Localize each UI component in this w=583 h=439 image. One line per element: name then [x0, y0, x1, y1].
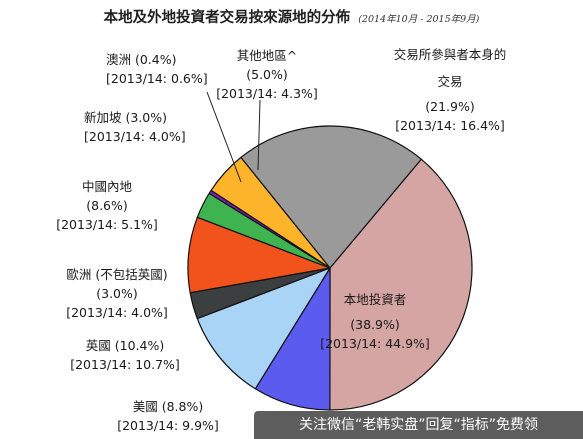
label-line: [2013/14: 5.1%]: [56, 217, 158, 232]
label-line: (38.9%): [350, 317, 400, 332]
label-australia: 澳洲 (0.4%) [2013/14: 0.6%]: [106, 50, 208, 88]
label-participants: 交易所參與者本身的 交易 (21.9%) [2013/14: 16.4%]: [370, 45, 530, 135]
label-line: [2013/14: 4.0%]: [84, 129, 186, 144]
pie-slice-uk: [196, 267, 331, 390]
label-line: [2013/14: 4.0%]: [66, 305, 168, 320]
label-line: (8.6%): [86, 198, 128, 213]
label-line: 美國 (8.8%): [132, 399, 204, 414]
watermark-banner: 关注微信“老韩实盘”回复“指标”免费领: [254, 411, 583, 439]
label-line: 交易所參與者本身的: [393, 47, 507, 62]
chart-subtitle: (2014年10月 - 2015年9月): [358, 14, 480, 25]
label-line: [2013/14: 10.7%]: [70, 357, 180, 372]
label-europe: 歐洲 (不包括英國) (3.0%) [2013/14: 4.0%]: [47, 265, 187, 322]
label-line: [2013/14: 9.9%]: [117, 418, 219, 433]
chart-header: 本地及外地投資者交易按來源地的分佈 (2014年10月 - 2015年9月): [0, 6, 583, 27]
label-line: [2013/14: 0.6%]: [106, 71, 208, 86]
label-mainland-china: 中國內地 (8.6%) [2013/14: 5.1%]: [42, 177, 172, 234]
label-line: 新加坡 (3.0%): [84, 110, 167, 125]
pie-slice-local-investors: [329, 158, 473, 411]
label-line: [2013/14: 4.3%]: [216, 86, 318, 101]
label-line: 歐洲 (不包括英國): [66, 267, 168, 282]
leader-line-other-regions: [257, 99, 261, 171]
label-singapore: 新加坡 (3.0%) [2013/14: 4.0%]: [84, 108, 186, 146]
leader-line-australia: [206, 91, 242, 183]
label-line: [2013/14: 44.9%]: [320, 336, 430, 351]
label-uk: 英國 (10.4%) [2013/14: 10.7%]: [55, 336, 195, 374]
pie-slice-participants: [240, 125, 422, 269]
label-other-regions: 其他地區^ (5.0%) [2013/14: 4.3%]: [212, 46, 322, 103]
label-line: (3.0%): [96, 286, 138, 301]
label-line: 英國 (10.4%): [85, 338, 165, 353]
label-line: (5.0%): [246, 67, 288, 82]
label-line: [2013/14: 16.4%]: [395, 118, 505, 133]
label-local-investors: 本地投資者 (38.9%) [2013/14: 44.9%]: [305, 290, 445, 353]
label-line: 交易: [437, 74, 463, 89]
label-line: 本地投資者: [343, 292, 407, 307]
label-line: 其他地區^: [236, 48, 298, 63]
label-usa: 美國 (8.8%) [2013/14: 9.9%]: [103, 397, 233, 435]
label-line: (21.9%): [425, 99, 475, 114]
chart-title: 本地及外地投資者交易按來源地的分佈: [103, 9, 351, 26]
label-line: 中國內地: [81, 179, 132, 194]
label-line: 澳洲 (0.4%): [106, 52, 177, 67]
